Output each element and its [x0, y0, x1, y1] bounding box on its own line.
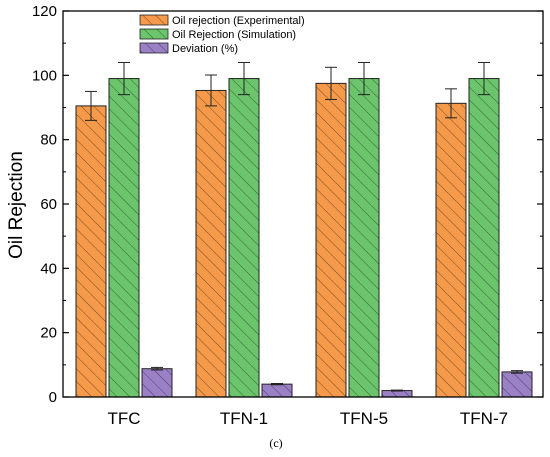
bars-layer — [75, 61, 533, 398]
legend-swatch-1 — [139, 14, 169, 26]
y-axis-title: Oil Rejection — [6, 151, 27, 259]
bar-tfn-1-series-2 — [228, 78, 260, 398]
bar-tfc-series-3 — [141, 368, 173, 398]
y-tick-label: 60 — [40, 196, 57, 213]
axes-layer: TFC TFN-1 TFN-5 TFN-7 0 20 40 60 80 100 120 — [32, 3, 544, 428]
x-tick-label: TFN-7 — [460, 409, 508, 428]
bar-tfn-1-series-1 — [195, 89, 227, 398]
legend-swatch-2 — [139, 28, 169, 40]
y-tick-label: 40 — [40, 260, 57, 277]
x-tick-label: TFC — [107, 409, 140, 428]
y-tick-label: 80 — [40, 132, 57, 149]
y-tick-label: 120 — [32, 3, 57, 20]
bar-tfn-5-series-2 — [348, 78, 380, 398]
legend-label-1: Oil rejection (Experimental) — [172, 15, 305, 27]
bar-tfc-series-2 — [108, 78, 140, 398]
legend-swatch-3 — [139, 42, 169, 54]
y-tick-label: 0 — [49, 389, 57, 406]
bar-tfn-1-series-3 — [261, 383, 293, 398]
bar-tfc-series-1 — [75, 105, 107, 398]
bar-tfn-7-series-2 — [468, 78, 500, 398]
legend-label-3: Deviation (%) — [172, 43, 238, 55]
bar-tfn-7-series-3 — [501, 371, 533, 398]
y-tick-label: 100 — [32, 67, 57, 84]
x-tick-label: TFN-5 — [340, 409, 388, 428]
bar-tfn-7-series-1 — [435, 102, 467, 398]
bar-tfn-5-series-1 — [315, 82, 347, 398]
x-tick-label: TFN-1 — [220, 409, 268, 428]
y-tick-label: 20 — [40, 325, 57, 342]
figure-caption: (c) — [269, 436, 282, 450]
legend-label-2: Oil Rejection (Simulation) — [172, 29, 296, 41]
legend: Oil rejection (Experimental) Oil Rejectio… — [139, 14, 305, 55]
